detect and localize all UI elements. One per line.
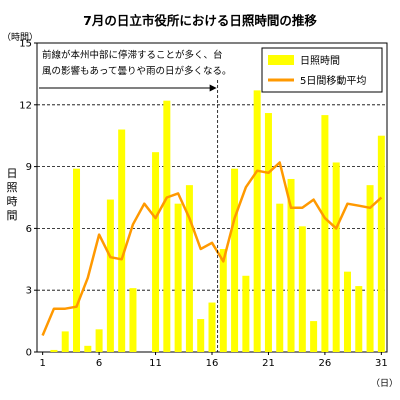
moving-average-polyline [41,161,383,336]
y-axis-title-char-2: 時 [7,195,18,208]
bar-day-4 [73,168,81,352]
x-tick-label-21: 21 [262,358,275,369]
moving-average-line [41,161,383,336]
legend-label-line: 5日間移動平均 [300,74,366,87]
bar-day-30 [366,185,374,352]
bar-day-17 [219,249,227,352]
x-tick-label-6: 6 [96,358,102,369]
chart-title: 7月の日立市役所における日照時間の推移 [83,13,317,28]
bar-day-21 [264,113,272,352]
y-axis-title: 日照時間 [7,167,18,222]
y-axis-title-char-1: 照 [7,181,18,194]
bar-day-26 [321,115,329,352]
x-unit-label: （日） [371,378,398,389]
bar-day-6 [95,329,103,352]
x-tick-label-31: 31 [375,358,388,369]
bar-day-15 [197,319,205,352]
bar-day-28 [343,271,351,352]
legend-swatch-bar [268,55,294,65]
bar-day-24 [298,226,306,352]
y-tick-label-0: 0 [26,348,32,359]
bar-day-22 [276,203,284,352]
bar-day-16 [208,302,216,352]
y-tick-label-9: 9 [26,162,32,173]
annotation-arrow-head [209,84,217,92]
y-axis-title-char-3: 間 [7,209,18,222]
bar-day-13 [174,203,182,352]
bar-day-23 [287,178,295,352]
bar-day-18 [231,168,239,352]
bar-day-5 [84,345,92,352]
x-tick-label-16: 16 [206,358,219,369]
legend-label-bar: 日照時間 [300,55,340,67]
y-tick-label-12: 12 [19,100,32,111]
bar-day-9 [129,288,137,352]
gridlines [37,104,387,291]
y-unit-label: （時間） [2,32,38,43]
annotation: 前線が本州中部に停滞することが多く、台 風の影響もあって曇りや雨の日が多くなる。 [39,49,232,352]
x-tick-label-11: 11 [149,358,162,369]
y-ticks: 0 3 6 9 12 15 [19,39,37,359]
bar-day-19 [242,275,250,352]
bar-day-2 [50,349,58,352]
y-axis-title-char-0: 日 [7,167,18,180]
bar-day-11 [152,152,160,352]
x-tick-label-1: 1 [39,358,45,369]
bars [50,90,385,353]
annotation-line-1: 前線が本州中部に停滞することが多く、台 [42,49,223,61]
bar-day-12 [163,100,171,353]
bar-day-3 [61,331,69,352]
bar-day-25 [310,321,318,352]
bar-day-31 [377,135,385,352]
bar-day-27 [332,162,340,352]
x-ticks: 1 6 11 16 21 26 31 [39,352,388,369]
annotation-line-2: 風の影響もあって曇りや雨の日が多くなる。 [42,65,232,77]
y-tick-label-6: 6 [26,224,32,235]
legend: 日照時間 5日間移動平均 [261,47,383,93]
bar-day-7 [106,199,114,352]
bar-day-8 [118,129,126,352]
bar-day-29 [355,286,363,352]
y-tick-label-3: 3 [26,286,32,297]
bar-day-20 [253,90,261,352]
x-tick-label-26: 26 [319,358,332,369]
bar-day-14 [185,185,193,352]
y-tick-label-15: 15 [19,39,32,50]
